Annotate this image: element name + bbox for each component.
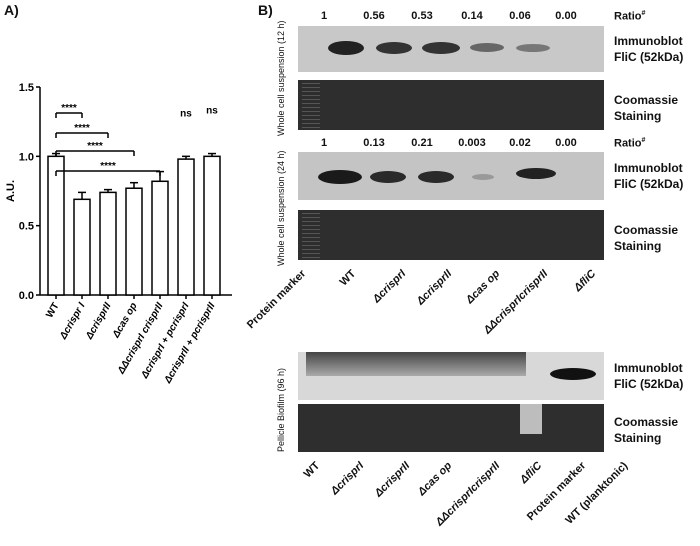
lane-label: ΔfliC bbox=[572, 267, 599, 294]
lane-label: ΔΔcrisprIcrisprII bbox=[481, 267, 551, 337]
ratio-value: 0.13 bbox=[363, 137, 385, 149]
marker-ladder-12h bbox=[302, 80, 320, 130]
ratio-value: 0.00 bbox=[555, 137, 577, 149]
band-casop-24h bbox=[472, 174, 494, 180]
section-96h-label: Pellicle Biofilm (96 h) bbox=[276, 367, 286, 452]
y-tick-label: 1.0 bbox=[19, 151, 34, 163]
bar bbox=[47, 155, 65, 296]
y-axis-label: A.U. bbox=[5, 180, 17, 202]
significance-stars: **** bbox=[61, 103, 77, 114]
x-tick-label: Δcas op bbox=[110, 301, 139, 341]
bar bbox=[125, 187, 143, 296]
band-dd-24h bbox=[516, 168, 556, 179]
ratio-value: 0.14 bbox=[461, 10, 483, 22]
smear-96h bbox=[306, 352, 526, 376]
lane-label: ΔcrisprII bbox=[372, 459, 413, 500]
significance-stars: **** bbox=[100, 161, 116, 172]
coomassie-24h bbox=[298, 210, 604, 260]
lane-label: Δcas op bbox=[415, 459, 455, 499]
ratio-value: 0.56 bbox=[363, 10, 385, 22]
x-tick-label: ΔcrisprII bbox=[84, 301, 114, 342]
immunoblot-label-96h: Immunoblot FliC (52kDa) bbox=[614, 361, 684, 391]
band-crisprii-12h bbox=[422, 42, 460, 54]
bar bbox=[177, 158, 195, 296]
coomassie-12h bbox=[298, 80, 604, 130]
immunoblot-label-24h: Immunoblot FliC (52kDa) bbox=[614, 161, 684, 191]
immunoblot-96h bbox=[298, 352, 604, 400]
bar bbox=[203, 155, 221, 296]
marker-lane-96h bbox=[520, 404, 542, 434]
band-dd-12h bbox=[516, 44, 550, 52]
coomassie-label-12h: Coomassie Staining bbox=[614, 93, 679, 123]
y-tick-label: 0.0 bbox=[19, 290, 34, 302]
ratio-value: 1 bbox=[320, 10, 328, 22]
immunoblot-12h bbox=[298, 26, 604, 72]
ratio-label-24h: Ratio# bbox=[614, 137, 646, 150]
panel-a-label: A) bbox=[4, 2, 19, 18]
band-planktonic-96h bbox=[550, 368, 596, 380]
immunoblot-label-12h: Immunoblot FliC (52kDa) bbox=[614, 34, 684, 64]
band-casop-12h bbox=[470, 43, 504, 52]
band-crisprii-24h bbox=[418, 171, 454, 183]
ratio-value: 0.21 bbox=[411, 137, 433, 149]
band-wt-24h bbox=[318, 170, 362, 184]
ratio-value: 0.06 bbox=[509, 10, 531, 22]
lane-label: WT bbox=[301, 459, 323, 481]
x-tick-label: WT bbox=[44, 301, 61, 320]
ratio-value: 0.003 bbox=[458, 137, 486, 149]
panel-b-label: B) bbox=[258, 2, 273, 18]
ns-label: ns bbox=[180, 108, 192, 119]
x-tick-label: ΔcrisprII + pcrisprII bbox=[162, 301, 218, 386]
y-tick-label: 0.5 bbox=[19, 221, 34, 233]
lane-label: Protein marker bbox=[524, 459, 589, 524]
x-tick-label: ΔcrisprI + pcrisprI bbox=[139, 301, 192, 381]
ratio-value: 0.53 bbox=[411, 10, 433, 22]
ratio-label-12h: Ratio# bbox=[614, 10, 646, 23]
coomassie-label-24h: Coomassie Staining bbox=[614, 223, 679, 253]
bar bbox=[73, 198, 91, 296]
section-24h-label: Whole cell suspension (24 h) bbox=[276, 150, 286, 266]
ratio-value: 0.00 bbox=[555, 10, 577, 22]
ratio-value: 1 bbox=[320, 137, 328, 149]
coomassie-label-96h: Coomassie Staining bbox=[614, 415, 679, 445]
lane-label: ΔfliC bbox=[518, 459, 545, 486]
significance-stars: **** bbox=[87, 141, 103, 152]
y-tick-label: 1.5 bbox=[19, 82, 34, 94]
coomassie-96h bbox=[298, 404, 604, 452]
band-wt-12h bbox=[328, 41, 364, 55]
ratio-value: 0.02 bbox=[509, 137, 531, 149]
bar bbox=[151, 180, 169, 296]
lane-label: WT (planktonic) bbox=[563, 459, 631, 527]
lane-label: ΔcrisprII bbox=[414, 267, 455, 308]
immunoblot-24h bbox=[298, 152, 604, 200]
band-crispri-24h bbox=[370, 171, 406, 183]
band-crispri-12h bbox=[376, 42, 412, 54]
bar bbox=[99, 191, 117, 296]
marker-ladder-24h bbox=[302, 210, 320, 260]
significance-stars: **** bbox=[74, 123, 90, 134]
lane-label: ΔΔcrisprIcrisprII bbox=[433, 459, 503, 529]
lane-label: Δcas op bbox=[463, 267, 503, 307]
ns-label: ns bbox=[206, 106, 218, 117]
lane-label: ΔcrisprI bbox=[328, 459, 367, 498]
section-12h-label: Whole cell suspension (12 h) bbox=[276, 20, 286, 136]
